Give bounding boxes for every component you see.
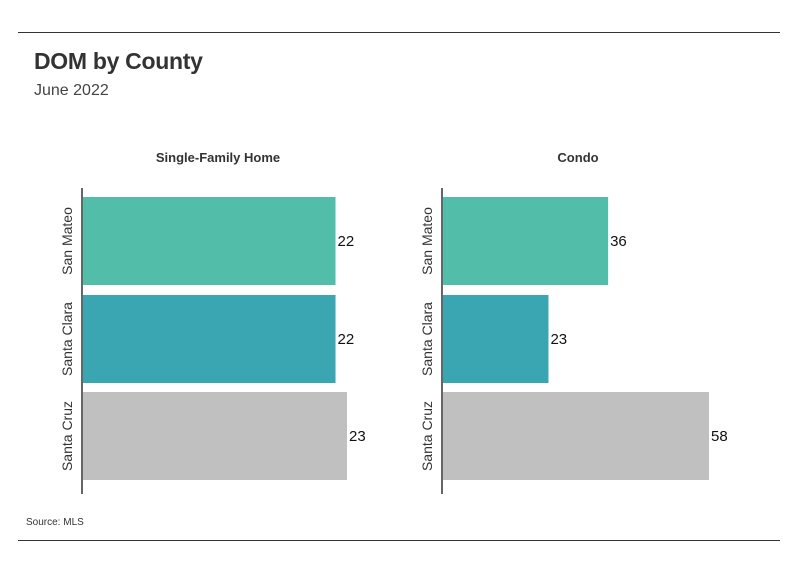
- bar-santa-cruz: [83, 392, 347, 480]
- category-label: Santa Cruz: [419, 401, 435, 471]
- category-label: San Mateo: [59, 207, 75, 275]
- bar-san-mateo: [443, 197, 609, 285]
- bottom-rule: [18, 540, 780, 541]
- chart-title: DOM by County: [34, 48, 203, 74]
- bar-santa-clara: [443, 295, 549, 383]
- category-label: Santa Clara: [419, 302, 435, 376]
- value-label: 22: [338, 233, 355, 250]
- panel-title: Single-Family Home: [156, 150, 280, 165]
- value-label: 58: [711, 428, 728, 445]
- category-label: Santa Cruz: [59, 401, 75, 471]
- bar-san-mateo: [83, 197, 336, 285]
- source-note: Source: MLS: [26, 517, 84, 528]
- category-label: Santa Clara: [59, 302, 75, 376]
- value-label: 23: [550, 331, 567, 348]
- chart-panel-2: Condo 36 San Mateo 23 Santa Clara 58 Santa Cru…: [419, 150, 728, 494]
- chart-subtitle: June 2022: [34, 82, 109, 99]
- value-label: 22: [338, 331, 355, 348]
- chart-panel-1: Single-Family Home 22 San Mateo 22 Santa Cla…: [59, 150, 366, 494]
- category-label: San Mateo: [419, 207, 435, 275]
- panel-title: Condo: [557, 150, 598, 165]
- top-rule: [18, 32, 780, 33]
- bar-santa-clara: [83, 295, 336, 383]
- bar-santa-cruz: [443, 392, 709, 480]
- value-label: 36: [610, 233, 627, 250]
- value-label: 23: [349, 428, 366, 445]
